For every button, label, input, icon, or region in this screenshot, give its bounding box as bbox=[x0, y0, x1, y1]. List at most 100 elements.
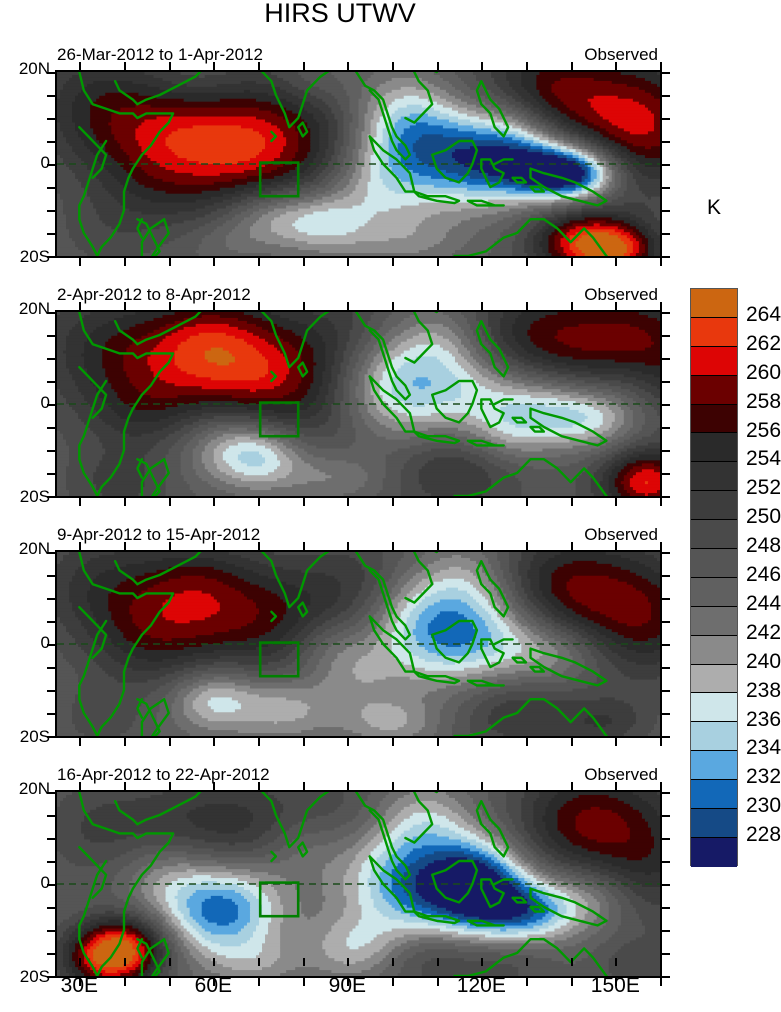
x-axis-tick bbox=[660, 62, 662, 70]
x-axis-tick bbox=[347, 782, 350, 790]
x-axis-tick bbox=[347, 738, 350, 746]
y-axis-tick bbox=[662, 187, 670, 189]
x-axis-tick bbox=[79, 782, 82, 790]
y-axis-tick bbox=[662, 450, 670, 452]
x-axis-tick bbox=[347, 258, 350, 266]
colorbar-tick-label: 254 bbox=[746, 447, 781, 471]
y-tick-label-20n: 20N bbox=[18, 539, 50, 558]
colorbar-tick-label: 244 bbox=[746, 591, 781, 615]
y-axis-tick bbox=[662, 667, 670, 669]
y-tick-label-20n: 20N bbox=[18, 59, 50, 78]
x-axis-tick bbox=[168, 738, 171, 746]
y-axis-tick bbox=[662, 621, 670, 623]
y-tick-label-0: 0 bbox=[40, 873, 50, 892]
y-tick-label-20n: 20N bbox=[18, 299, 50, 318]
x-axis-tick bbox=[481, 958, 484, 966]
x-axis-tick bbox=[168, 782, 171, 790]
x-axis-tick bbox=[392, 258, 394, 266]
colorbar-segment bbox=[691, 433, 737, 463]
y-axis-tick bbox=[662, 358, 670, 360]
x-axis-tick bbox=[526, 258, 528, 266]
x-axis-tick bbox=[124, 958, 126, 966]
x-axis-tick bbox=[79, 542, 82, 550]
colorbar-tick-label: 260 bbox=[746, 360, 781, 384]
x-axis-tick bbox=[526, 498, 528, 506]
colorbar-segment bbox=[691, 549, 737, 578]
x-axis-tick bbox=[436, 62, 439, 70]
x-axis-tick bbox=[124, 302, 126, 310]
x-axis-tick bbox=[481, 782, 484, 790]
colorbar-segment bbox=[691, 462, 737, 492]
x-axis-tick bbox=[570, 258, 573, 266]
colorbar-segment bbox=[691, 722, 737, 752]
x-axis-tick bbox=[302, 62, 305, 70]
panel-title: 2-Apr-2012 to 8-Apr-2012 bbox=[57, 285, 251, 304]
colorbar-tick-label: 248 bbox=[746, 534, 781, 558]
x-axis-tick bbox=[481, 542, 484, 550]
y-axis-tick bbox=[662, 141, 670, 143]
x-axis-tick bbox=[526, 738, 528, 746]
y-axis-tick bbox=[47, 861, 55, 863]
colorbar-segment bbox=[691, 664, 737, 694]
x-axis-tick bbox=[570, 978, 573, 986]
y-axis-tick bbox=[47, 141, 55, 143]
contour-field bbox=[57, 792, 660, 976]
y-axis-tick bbox=[662, 210, 670, 212]
x-axis-tick bbox=[570, 62, 573, 70]
x-axis-tick bbox=[615, 542, 618, 550]
x-axis-tick bbox=[79, 258, 82, 266]
panel-source-label: Observed bbox=[584, 525, 658, 544]
x-axis-tick bbox=[615, 782, 618, 790]
y-tick-label-20s: 20S bbox=[19, 727, 50, 746]
x-axis-tick bbox=[168, 498, 171, 506]
y-axis-tick bbox=[662, 598, 670, 600]
colorbar-tick-label: 240 bbox=[746, 649, 781, 673]
colorbar-tick-label: 250 bbox=[746, 505, 781, 529]
colorbar-gradient bbox=[690, 288, 738, 867]
x-axis-tick bbox=[660, 302, 662, 310]
colorbar-tick-label: 256 bbox=[746, 418, 781, 442]
x-axis-tick bbox=[79, 978, 82, 986]
x-axis-tick bbox=[615, 258, 618, 266]
x-axis-tick bbox=[302, 782, 305, 790]
x-axis-tick bbox=[660, 258, 662, 266]
y-axis-tick bbox=[662, 713, 670, 715]
y-axis-tick bbox=[662, 473, 670, 475]
x-axis-tick bbox=[124, 782, 126, 790]
x-axis-tick bbox=[347, 958, 350, 966]
x-axis-tick bbox=[436, 542, 439, 550]
y-axis-tick bbox=[47, 210, 55, 212]
x-axis-tick bbox=[660, 958, 662, 966]
x-axis-tick bbox=[213, 62, 216, 70]
x-axis-tick bbox=[660, 738, 662, 746]
x-axis-tick bbox=[436, 958, 439, 966]
y-axis-tick bbox=[662, 930, 670, 932]
panel-source-label: Observed bbox=[584, 765, 658, 784]
y-axis-tick bbox=[47, 792, 55, 794]
y-axis-tick bbox=[47, 884, 55, 886]
x-axis-tick bbox=[124, 978, 126, 986]
x-axis-tick bbox=[213, 978, 216, 986]
colorbar-tick-label: 262 bbox=[746, 331, 781, 355]
x-tick-label: 30E bbox=[60, 974, 99, 997]
x-axis-tick bbox=[392, 542, 394, 550]
y-axis-tick bbox=[662, 95, 670, 97]
x-axis-tick bbox=[347, 62, 350, 70]
y-axis-tick bbox=[47, 907, 55, 909]
y-axis-tick bbox=[47, 381, 55, 383]
y-axis-tick bbox=[47, 118, 55, 120]
y-axis-tick bbox=[662, 644, 670, 646]
colorbar-segment bbox=[691, 577, 737, 607]
x-axis-tick bbox=[124, 542, 126, 550]
colorbar-segment bbox=[691, 491, 737, 521]
colorbar-units-label: K bbox=[706, 196, 721, 219]
x-axis-tick bbox=[347, 542, 350, 550]
colorbar-segment bbox=[691, 375, 737, 405]
contour-field bbox=[57, 312, 660, 496]
x-axis-tick bbox=[124, 258, 126, 266]
y-axis-tick bbox=[47, 713, 55, 715]
y-axis-tick bbox=[47, 95, 55, 97]
y-axis-tick bbox=[662, 575, 670, 577]
y-axis-tick bbox=[47, 450, 55, 452]
x-axis-tick bbox=[570, 782, 573, 790]
